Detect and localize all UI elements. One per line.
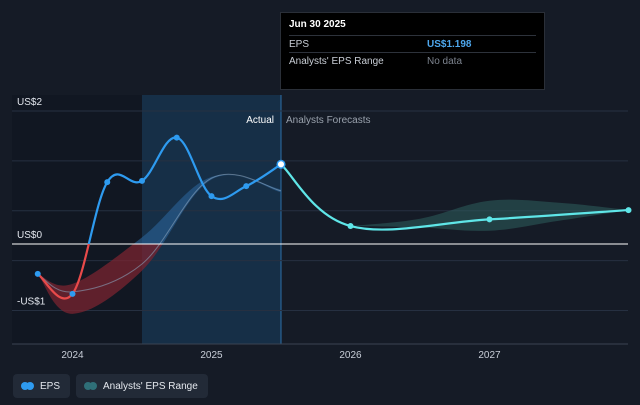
forecast-label: Analysts Forecasts — [286, 115, 370, 126]
tooltip-range-value: No data — [427, 56, 463, 67]
actual-label: Actual — [246, 115, 274, 126]
forecast-point-1 — [486, 216, 493, 223]
tooltip-row-range: Analysts' EPS Range No data — [289, 52, 536, 69]
legend-item-range[interactable]: Analysts' EPS Range — [76, 374, 208, 398]
range-dot-icon — [84, 382, 93, 390]
eps-point-6 — [243, 183, 250, 190]
tooltip-range-label: Analysts' EPS Range — [289, 56, 384, 67]
eps-point-7 — [276, 159, 286, 169]
eps-line — [87, 136, 282, 244]
eps-point-0 — [34, 270, 41, 277]
legend-range-label: Analysts' EPS Range — [103, 380, 198, 392]
y-tick-label-0: US$2 — [17, 97, 42, 108]
tooltip-date: Jun 30 2025 — [289, 19, 346, 30]
past-estimate-area-positive — [133, 174, 281, 244]
eps-point-5 — [208, 193, 215, 200]
eps-point-3 — [139, 177, 145, 184]
eps-point-1 — [69, 290, 76, 297]
x-tick-label-0: 2024 — [61, 350, 84, 361]
legend-item-eps[interactable]: EPS — [13, 374, 71, 398]
eps-dot-icon — [21, 382, 29, 390]
legend-eps-label: EPS — [40, 380, 61, 392]
y-tick-label-2: -US$1 — [17, 297, 46, 308]
eps-tooltip: Jun 30 2025 EPS US$1.198 Analysts' EPS R… — [280, 12, 545, 90]
forecast-point-2 — [625, 207, 632, 214]
legend: EPS Analysts' EPS Range — [13, 374, 208, 398]
range-dot-icon-2 — [89, 382, 98, 390]
tooltip-row-eps: EPS US$1.198 — [289, 35, 536, 52]
forecast-point-0 — [347, 223, 354, 230]
forecast-range-area — [350, 199, 629, 231]
x-tick-label-3: 2027 — [478, 350, 501, 361]
legend-eps-swatch — [21, 382, 34, 390]
tooltip-eps-value: US$1.198 — [427, 39, 472, 50]
forecast-line — [280, 163, 629, 231]
x-tick-label-2: 2026 — [339, 350, 362, 361]
eps-point-2 — [104, 179, 111, 186]
eps-line-negative — [37, 244, 90, 300]
past-estimate-line — [37, 173, 282, 293]
x-tick-label-1: 2025 — [200, 350, 223, 361]
tooltip-eps-label: EPS — [289, 39, 310, 50]
eps-point-4 — [173, 134, 180, 141]
eps-dot-icon-2 — [26, 382, 34, 390]
y-tick-label-1: US$0 — [17, 230, 42, 241]
legend-range-swatch — [84, 382, 98, 390]
